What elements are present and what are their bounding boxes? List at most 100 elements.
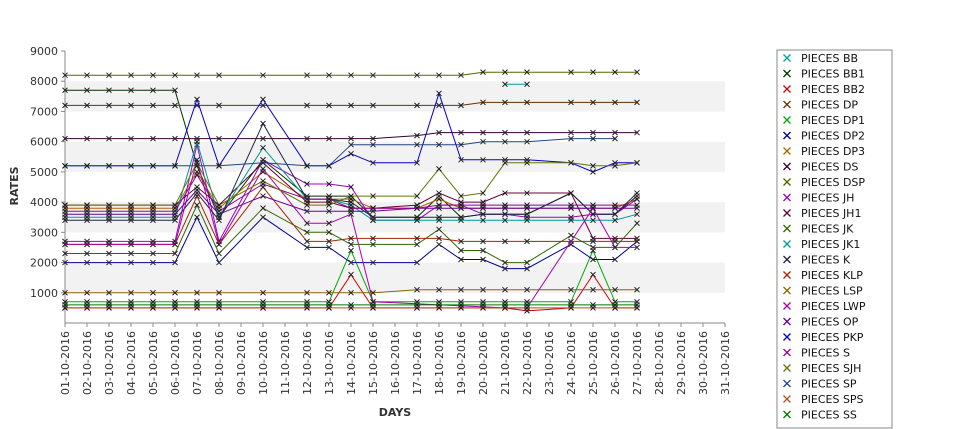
data-point: [348, 72, 354, 79]
data-point: [634, 99, 640, 106]
data-point: [194, 302, 200, 308]
legend-marker: [783, 395, 791, 403]
data-point: [370, 141, 376, 148]
data-point: [150, 217, 156, 224]
data-point: [436, 102, 442, 109]
data-point: [568, 232, 574, 239]
legend-label: PIECES PKP: [801, 331, 864, 344]
data-point: [348, 205, 354, 212]
data-point: [348, 199, 354, 205]
data-point: [436, 241, 442, 248]
legend-item: PIECES BB2: [783, 83, 865, 96]
legend-label: PIECES SPS: [801, 393, 864, 406]
data-point: [348, 235, 354, 242]
legend-label: PIECES BB: [801, 52, 858, 65]
x-tick-label: 06-10-2016: [169, 331, 182, 395]
data-point: [62, 289, 68, 296]
data-point: [436, 286, 442, 293]
data-point: [524, 286, 530, 293]
data-point: [216, 162, 222, 169]
x-tick-label: 25-10-2016: [587, 331, 600, 395]
data-point: [172, 289, 178, 296]
data-point: [480, 217, 486, 224]
legend-item: PIECES SPS: [783, 393, 864, 406]
data-point: [84, 202, 90, 208]
data-point: [612, 162, 618, 169]
data-point: [480, 256, 486, 263]
data-point: [524, 99, 530, 106]
data-point: [370, 214, 376, 221]
data-point: [612, 211, 618, 218]
legend-marker: [783, 271, 791, 279]
data-point: [128, 72, 134, 79]
data-point: [128, 217, 134, 224]
data-point: [480, 99, 486, 106]
data-point: [480, 190, 486, 196]
data-point: [216, 259, 222, 266]
data-point: [458, 214, 464, 221]
data-point: [370, 205, 376, 212]
data-point: [326, 302, 332, 308]
data-point: [62, 162, 68, 169]
data-point: [216, 102, 222, 109]
data-point: [634, 69, 640, 76]
data-point: [62, 102, 68, 109]
data-point: [150, 102, 156, 109]
data-point: [260, 120, 266, 127]
data-point: [150, 208, 156, 215]
data-point: [128, 202, 134, 208]
data-point: [590, 256, 596, 263]
data-point: [304, 302, 310, 308]
data-point: [304, 238, 310, 245]
data-point: [150, 72, 156, 79]
legend-label: PIECES JH1: [801, 207, 861, 220]
data-point: [194, 138, 200, 145]
data-point: [216, 72, 222, 79]
legend-marker: [783, 410, 791, 419]
legend-item: PIECES BB1: [783, 68, 865, 81]
data-point: [304, 72, 310, 79]
data-point: [480, 69, 486, 76]
data-point: [348, 241, 354, 248]
data-point: [458, 238, 464, 245]
data-point: [172, 241, 178, 248]
legend-item: PIECES JH1: [783, 207, 861, 220]
data-point: [348, 259, 354, 266]
data-point: [62, 259, 68, 266]
data-point: [436, 90, 442, 97]
legend-marker: [783, 100, 791, 109]
data-point: [480, 202, 486, 208]
data-point: [84, 217, 90, 224]
data-point: [612, 135, 618, 142]
data-point: [568, 159, 574, 166]
data-point: [326, 102, 332, 109]
data-point: [502, 302, 508, 308]
series-pieces-ds: [62, 129, 640, 142]
legend-marker: [783, 85, 791, 93]
y-tick-label: 4000: [30, 196, 58, 209]
data-point: [458, 156, 464, 163]
data-point: [326, 162, 332, 169]
data-point: [172, 87, 178, 94]
data-point: [524, 238, 530, 245]
data-point: [502, 211, 508, 218]
data-point: [568, 302, 574, 308]
data-point: [502, 138, 508, 145]
data-point: [634, 238, 640, 245]
data-point: [304, 162, 310, 169]
data-point: [414, 205, 420, 212]
data-point: [150, 302, 156, 308]
legend-marker: [783, 348, 791, 357]
data-point: [216, 241, 222, 248]
x-axis: 01-10-2016 02-10-2016 03-10-2016 04-10-2016…: [59, 322, 732, 395]
data-point: [216, 202, 222, 208]
x-tick-label: 08-10-2016: [213, 331, 226, 395]
legend-box: [776, 49, 893, 429]
x-tick-label: 03-10-2016: [103, 331, 116, 395]
data-point: [480, 211, 486, 218]
data-point: [458, 247, 464, 254]
data-point: [524, 81, 530, 88]
data-point: [370, 241, 376, 248]
data-point: [326, 135, 332, 142]
data-point: [502, 286, 508, 293]
